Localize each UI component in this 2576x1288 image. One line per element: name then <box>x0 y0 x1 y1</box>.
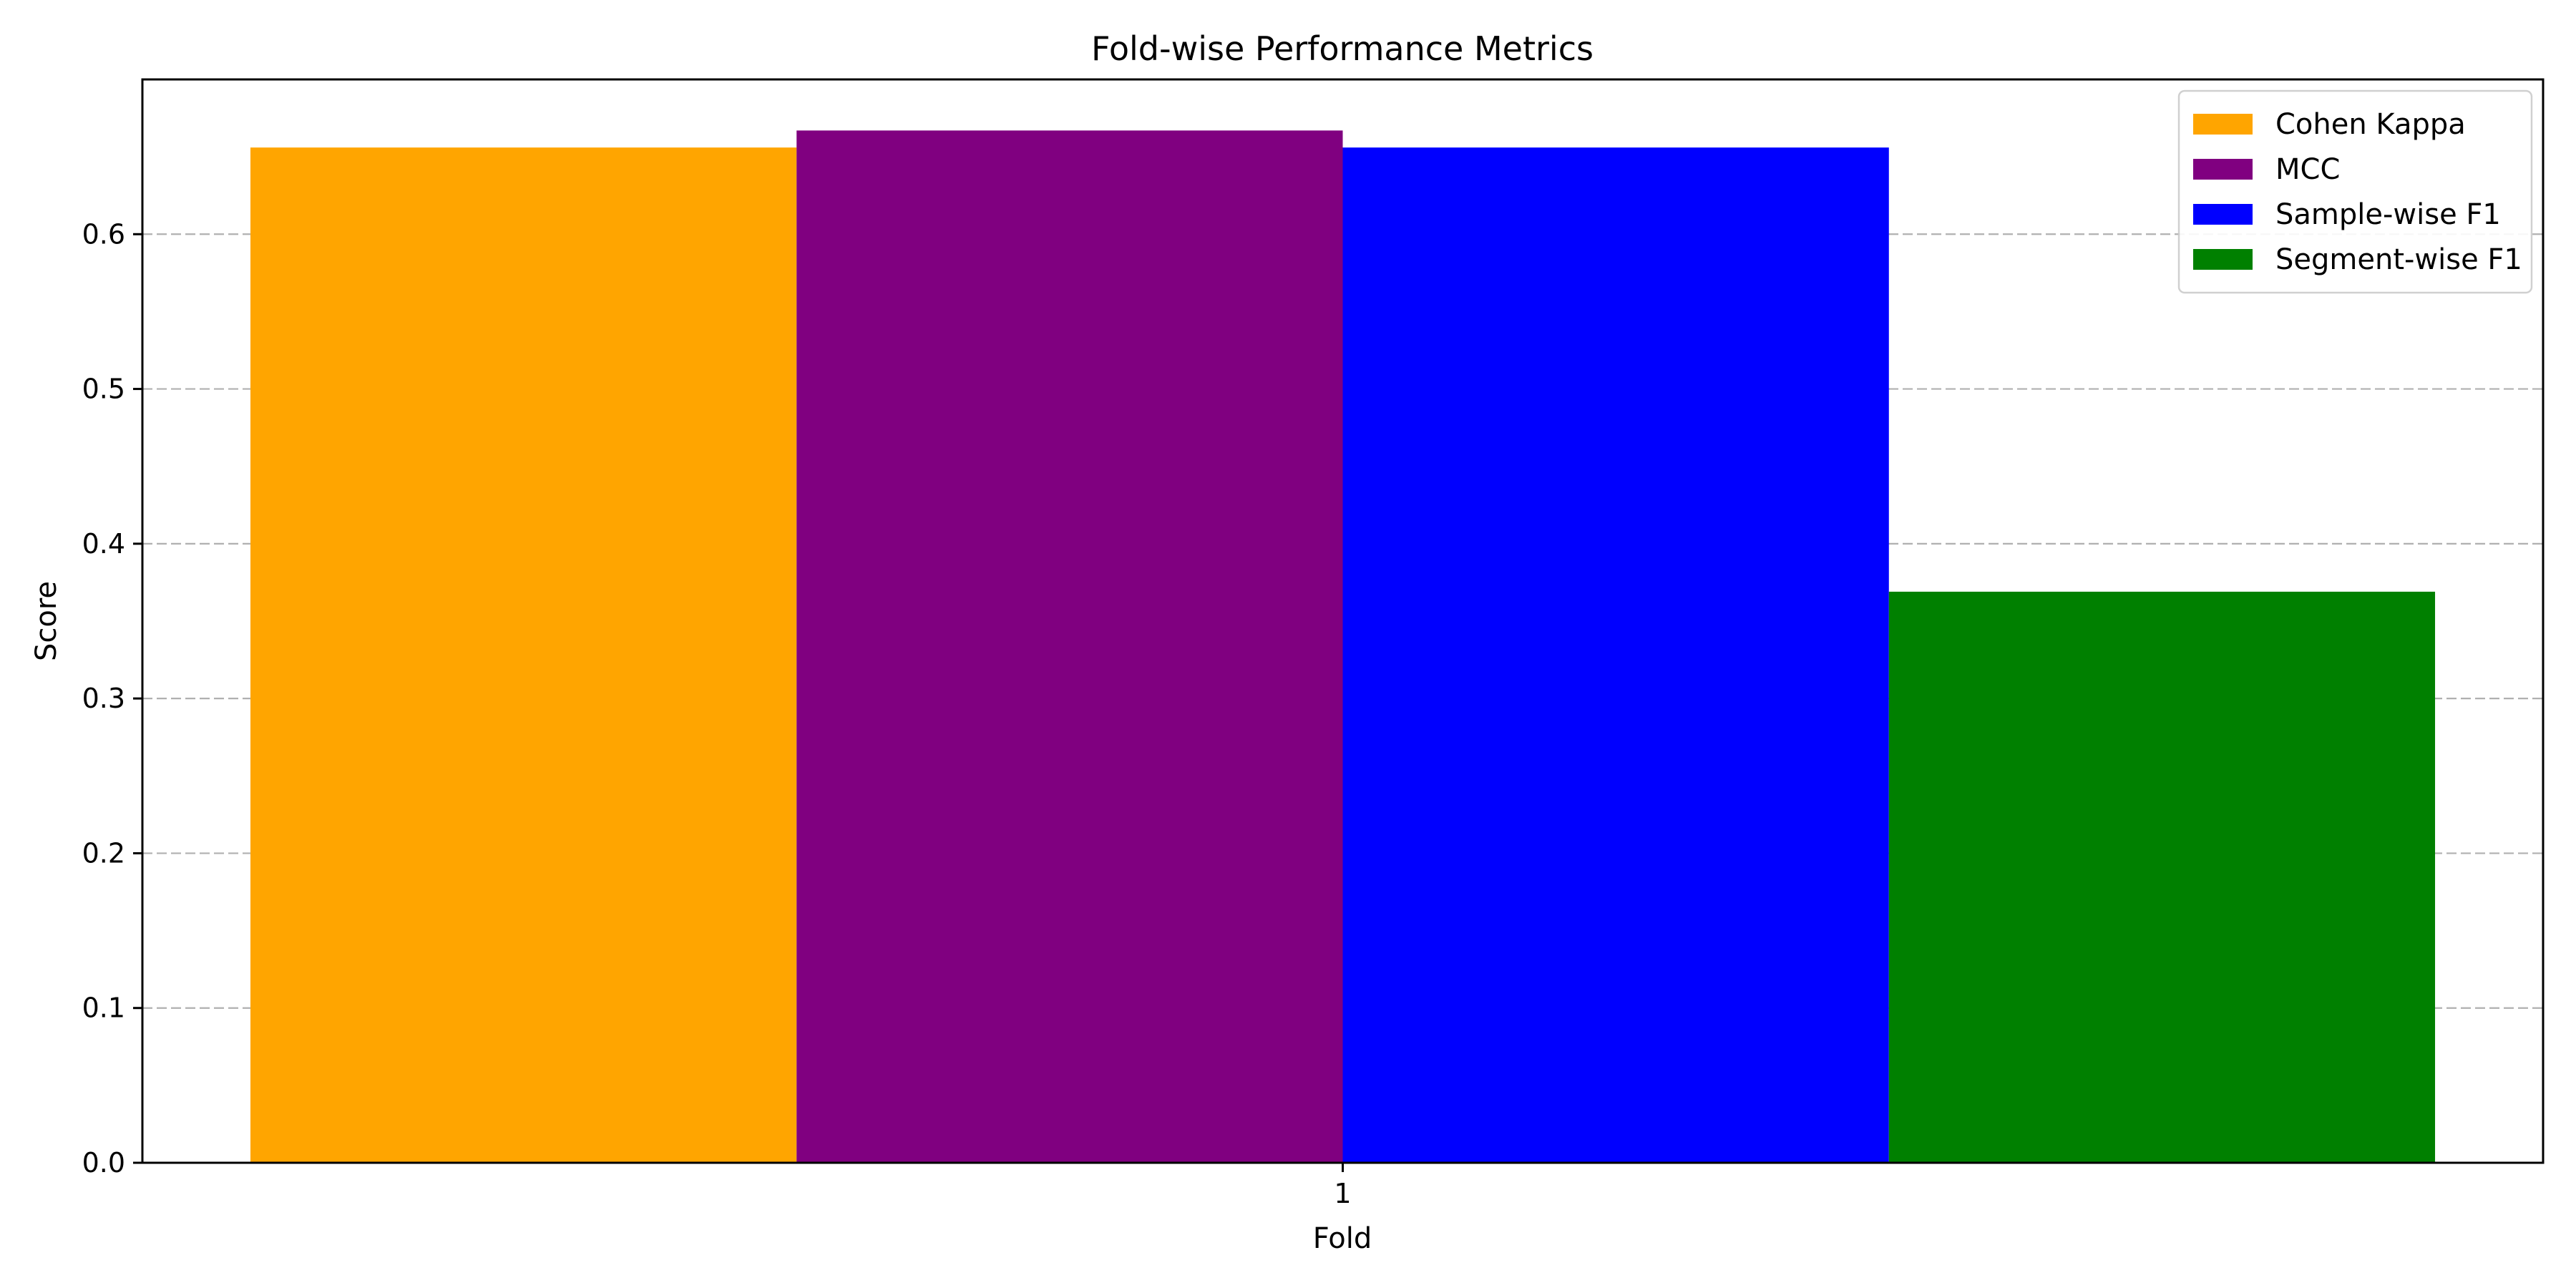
y-tick-label: 0.1 <box>82 992 125 1024</box>
y-tick-label: 0.2 <box>82 837 125 869</box>
y-tick-label: 0.4 <box>82 528 125 560</box>
legend-label: Segment-wise F1 <box>2275 243 2522 276</box>
bar-cohen-kappa <box>250 147 797 1163</box>
bar-segment-wise-f1 <box>1888 591 2436 1163</box>
bar-mcc <box>796 130 1343 1163</box>
chart-title: Fold-wise Performance Metrics <box>1091 29 1594 68</box>
bars <box>250 130 2436 1163</box>
y-tick-label: 0.5 <box>82 374 125 405</box>
y-tick-label: 0.6 <box>82 218 125 250</box>
bar-sample-wise-f1 <box>1342 147 1889 1163</box>
legend-swatch <box>2193 204 2253 225</box>
legend-swatch <box>2193 114 2253 135</box>
y-tick-label: 0.0 <box>82 1147 125 1179</box>
legend-frame <box>2177 89 2533 294</box>
legend-swatch <box>2193 249 2253 270</box>
legend-label: Sample-wise F1 <box>2275 198 2501 231</box>
legend-label: MCC <box>2275 153 2340 186</box>
axis-ticks: 0.0 0.1 0.2 0.3 0.4 0.5 0.6 1 <box>82 218 1352 1209</box>
legend-swatch <box>2193 159 2253 180</box>
legend: Cohen Kappa MCC Sample-wise F1 Segment-wise… <box>2177 89 2533 294</box>
y-tick-label: 0.3 <box>82 683 125 714</box>
x-axis-label: Fold <box>1313 1222 1372 1255</box>
x-tick-label: 1 <box>1334 1178 1351 1209</box>
y-axis-label: Score <box>30 581 63 661</box>
legend-label: Cohen Kappa <box>2275 108 2466 141</box>
